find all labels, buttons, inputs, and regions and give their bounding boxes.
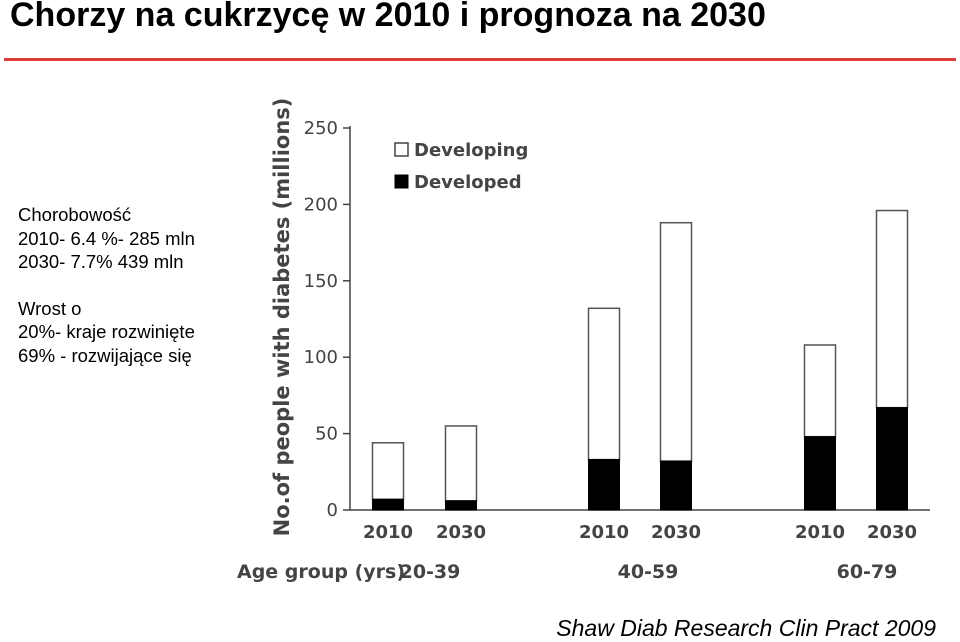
y-tick-label-150: 150 xyxy=(304,271,338,292)
prevalence-heading: Chorobowość xyxy=(18,204,132,225)
bar-developing-5 xyxy=(875,209,909,409)
y-tick-label-100: 100 xyxy=(304,347,338,368)
legend-swatch-developing xyxy=(394,142,409,157)
group-label-20-39: 20-39 xyxy=(400,561,461,583)
y-tick-label-0: 0 xyxy=(327,500,338,521)
group-label-60-79: 60-79 xyxy=(837,561,898,583)
x-tick-label-0: 2010 xyxy=(363,522,413,543)
bar-developing-3 xyxy=(659,221,693,462)
x-tick-label-5: 2030 xyxy=(867,522,917,543)
bar-developed-4 xyxy=(804,436,836,511)
x-tick-label-2: 2010 xyxy=(579,522,629,543)
bar-developing-2 xyxy=(587,307,621,461)
bar-developed-2 xyxy=(588,459,620,511)
legend-swatch-developed xyxy=(394,174,409,189)
prevalence-notes: Chorobowość 2010- 6.4 %- 285 mln 2030- 7… xyxy=(18,203,195,368)
prevalence-2010: 2010- 6.4 %- 285 mln xyxy=(18,227,195,249)
y-axis-title: No.of people with diabetes (millions) xyxy=(270,98,294,537)
group-label-40-59: 40-59 xyxy=(618,561,679,583)
page-title: Chorzy na cukrzycę w 2010 i prognoza na … xyxy=(10,0,766,34)
bar-developed-1 xyxy=(445,500,477,511)
y-tick-label-200: 200 xyxy=(304,194,338,215)
x-axis-title: Age group (yrs) xyxy=(237,561,405,583)
x-tick-label-4: 2010 xyxy=(795,522,845,543)
source-citation: Shaw Diab Research Clin Pract 2009 xyxy=(556,615,936,641)
legend-label-developing: Developing xyxy=(414,140,528,161)
growth-heading: Wrost o xyxy=(18,297,82,319)
bar-developing-1 xyxy=(444,425,478,502)
title-divider xyxy=(4,58,956,61)
prevalence-2030: 2030- 7.7% 439 mln xyxy=(18,251,184,273)
growth-developing: 69% - rozwijające się xyxy=(18,344,192,366)
legend-label-developed: Developed xyxy=(414,172,522,193)
bar-developed-3 xyxy=(660,460,692,511)
bar-developed-5 xyxy=(876,407,908,511)
x-tick-label-3: 2030 xyxy=(651,522,701,543)
bar-developing-0 xyxy=(371,442,405,501)
y-tick-label-250: 250 xyxy=(304,118,338,139)
bar-developed-0 xyxy=(372,498,404,511)
growth-developed: 20%- kraje rozwinięte xyxy=(18,321,195,343)
bar-developing-4 xyxy=(803,344,837,438)
y-tick-label-50: 50 xyxy=(315,424,338,445)
x-tick-label-1: 2030 xyxy=(436,522,486,543)
